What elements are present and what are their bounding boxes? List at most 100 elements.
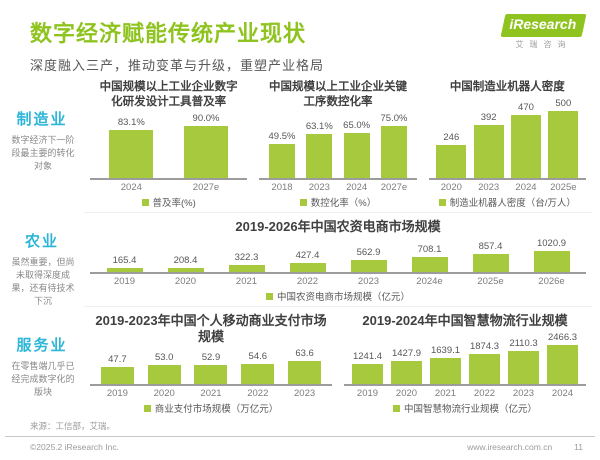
chart-legend: 中国农资电商市场规模（亿元） — [90, 287, 586, 306]
chart-title: 2019-2026年中国农资电商市场规模 — [235, 219, 441, 234]
page-subtitle: 深度融入三产，推动变革与升级，重塑产业格局 — [30, 58, 325, 73]
bar-column: 857.4 — [460, 241, 521, 272]
chart-legend: 中国智慧物流行业规模（亿元） — [344, 399, 586, 418]
legend-marker-icon — [141, 198, 149, 206]
bar-column: 2466.3 — [543, 332, 582, 384]
bar — [289, 263, 326, 272]
bar — [147, 365, 181, 384]
x-axis: 2019 2020 2021 2022 2023 — [90, 384, 332, 399]
bar-value-label: 392 — [480, 112, 497, 123]
bar-column: 83.1% — [94, 117, 169, 178]
chart-title: 2019-2024年中国智慧物流行业规模 — [362, 313, 568, 328]
section-title: 制造业 — [16, 111, 68, 128]
bar-value-label: 322.3 — [234, 252, 259, 263]
content-rows: 制造业 数字经济下一阶段最主要的转化对象 中国规模以上工业企业数字化研发设计工具… — [0, 70, 600, 418]
x-axis-label: 2020 — [174, 276, 197, 287]
bar — [411, 257, 448, 272]
bar — [472, 254, 509, 272]
bar-column: 1639.1 — [426, 345, 465, 384]
x-axis-label: 2019 — [356, 388, 379, 399]
legend-marker-icon — [392, 404, 400, 412]
bar-column: 52.9 — [188, 352, 235, 384]
logo-word-research: Research — [513, 16, 577, 32]
bar-value-label: 208.4 — [173, 255, 198, 266]
x-axis-label: 2022 — [473, 388, 496, 399]
bar-column: 1427.9 — [387, 348, 426, 384]
bar — [391, 361, 422, 384]
x-axis-label: 2019 — [113, 276, 136, 287]
chart-legend: 制造业机器人密度（台/万人） — [429, 193, 586, 212]
x-axis-label: 2026e — [538, 276, 565, 287]
x-axis: 2019 2020 2021 2022 2023 2024e 2025e 2026e — [90, 272, 586, 287]
bar — [167, 268, 204, 272]
bar-value-label: 65.0% — [343, 120, 371, 131]
bar — [352, 364, 383, 384]
bar-value-label: 246 — [443, 132, 460, 143]
bar — [430, 358, 461, 384]
x-axis-label: 2024 — [515, 182, 537, 193]
chart-title: 中国制造业机器人密度 — [449, 81, 565, 93]
report-page: 数字经济赋能传统产业现状 深度融入三产，推动变革与升级，重塑产业格局 iRese… — [0, 14, 600, 452]
bar-value-label: 562.9 — [356, 247, 381, 258]
chart-legend: 商业支付市场规模（万亿元） — [90, 399, 332, 418]
bar-column: 562.9 — [338, 247, 399, 272]
x-axis: 2020 2023 2024 2025e — [428, 178, 586, 193]
row-manufacturing: 制造业 数字经济下一阶段最主要的转化对象 中国规模以上工业企业数字化研发设计工具… — [0, 74, 592, 212]
bar-value-label: 1874.3 — [469, 341, 500, 352]
chart-legend: 普及率(%) — [90, 193, 247, 212]
bar-column: 47.7 — [94, 354, 141, 384]
chart-plot-area: 47.7 53.0 52.9 54.6 63.6 — [90, 345, 332, 384]
section-description: 虽然重要，但尚未取得深度成果，还有待技术下沉 — [11, 257, 75, 306]
bar — [288, 361, 322, 384]
x-axis-label: 2023 — [478, 182, 500, 193]
bar-value-label: 1427.9 — [391, 348, 422, 359]
website-link[interactable]: www.iresearch.com.cn — [467, 442, 553, 452]
x-axis-label: 2022 — [296, 276, 319, 287]
chart-plot-area: 49.5% 63.1% 65.0% 75.0% — [259, 110, 416, 178]
bar-value-label: 90.0% — [192, 113, 220, 124]
bar-column: 500 — [545, 98, 582, 178]
iresearch-logo-chinese: 艾瑞咨询 — [515, 40, 572, 49]
chart-title: 中国规模以上工业企业数字化研发设计工具普及率 — [99, 81, 238, 108]
bar — [184, 126, 228, 178]
bar-value-label: 63.6 — [295, 348, 314, 359]
chart-agri-ecommerce: 2019-2026年中国农资电商市场规模 165.4 208.4 322.3 427.4… — [84, 213, 592, 306]
bar — [194, 365, 228, 384]
x-axis-label: 2022 — [247, 388, 269, 399]
bar-column: 65.0% — [338, 120, 375, 178]
bar — [100, 367, 134, 384]
x-axis-label: 2021 — [434, 388, 457, 399]
bar — [241, 364, 275, 384]
bar-column: 1874.3 — [465, 341, 504, 384]
x-axis-label: 2023 — [308, 182, 330, 193]
bar-value-label: 857.4 — [478, 241, 503, 252]
bar-value-label: 52.9 — [201, 352, 221, 363]
x-axis-label: 2023 — [357, 276, 380, 287]
section-label-services: 服务业 在零售端几乎已经完成数字化的版块 — [0, 306, 84, 418]
bar-value-label: 427.4 — [295, 250, 320, 261]
services-charts: 2019-2023年中国个人移动商业支付市场规模 47.7 53.0 52.9 54.6… — [84, 306, 592, 418]
bar-value-label: 75.0% — [380, 113, 408, 124]
x-axis-label: 2024 — [346, 182, 368, 193]
chart-robot-density: 中国制造业机器人密度 246 392 470 500 2020 2023 2024 2025e 制… — [423, 74, 592, 212]
legend-marker-icon — [265, 292, 273, 300]
agriculture-charts: 2019-2026年中国农资电商市场规模 165.4 208.4 322.3 427.4… — [84, 212, 592, 306]
bar-value-label: 49.5% — [268, 131, 296, 142]
bar — [380, 126, 407, 178]
bar-column: 165.4 — [94, 255, 155, 272]
bar — [350, 260, 387, 272]
x-axis-label: 2021 — [235, 276, 258, 287]
bar — [343, 133, 370, 178]
bar-column: 392 — [470, 112, 507, 178]
x-axis-label: 2018 — [271, 182, 293, 193]
bar-value-label: 2466.3 — [547, 332, 578, 343]
legend-label: 制造业机器人密度（台/万人） — [449, 198, 576, 209]
section-title: 农业 — [24, 233, 59, 250]
bar-value-label: 1020.9 — [536, 238, 567, 249]
chart-title: 中国规模以上工业企业关键工序数控化率 — [268, 81, 407, 108]
bar-column: 1241.4 — [348, 351, 387, 384]
bar — [547, 345, 578, 384]
iresearch-logo: iResearch 艾瑞咨询 — [500, 14, 587, 50]
bar-column: 470 — [507, 102, 544, 178]
copyright-text: ©2025.2 iResearch Inc. — [30, 442, 119, 452]
